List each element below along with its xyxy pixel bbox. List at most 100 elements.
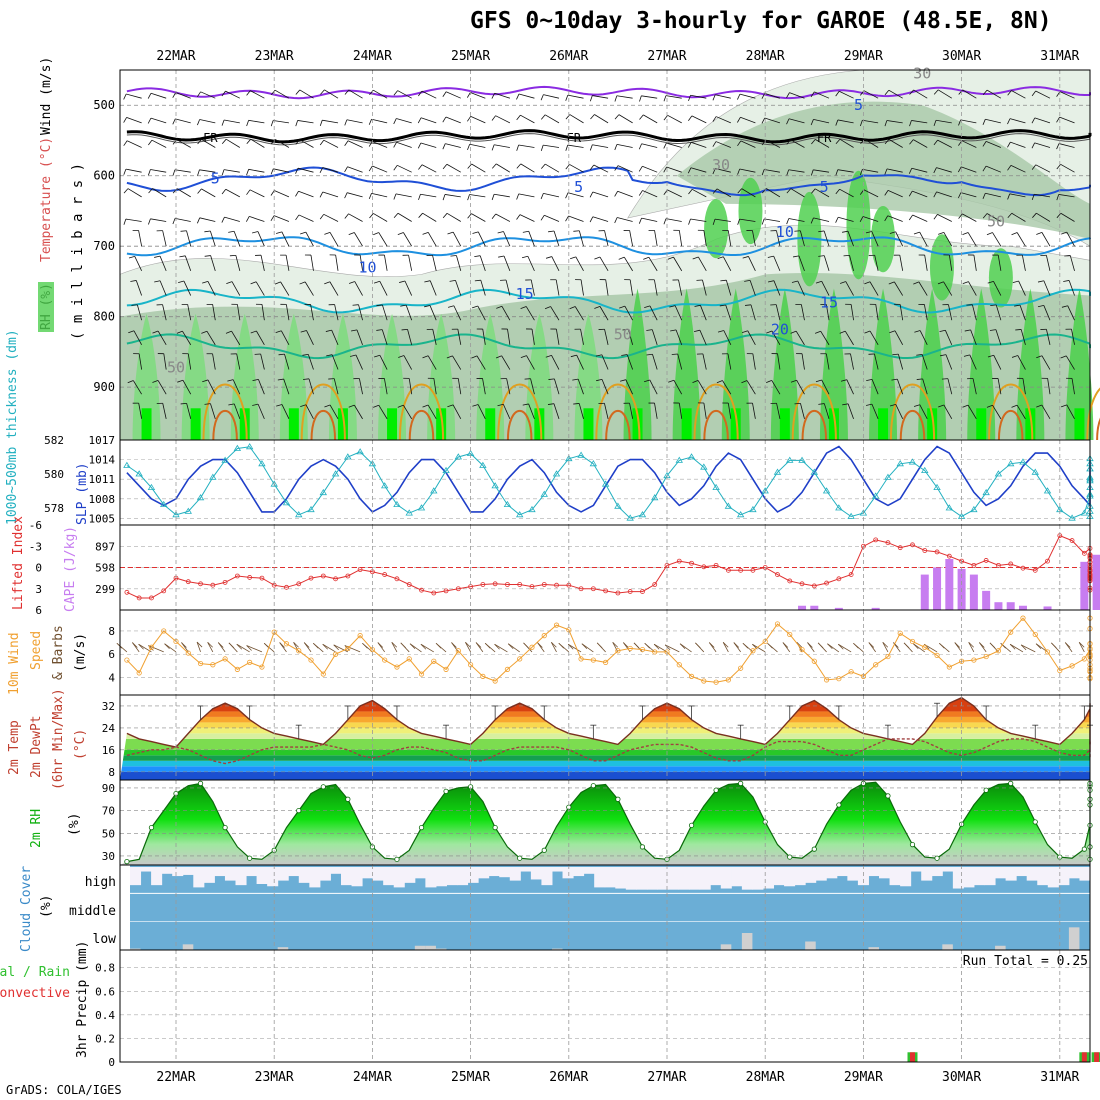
cloud-high-clear (362, 867, 374, 879)
rh-column (819, 288, 848, 440)
freezing-contour-shadow (126, 133, 1091, 146)
rh-column-core (485, 408, 496, 440)
li-point (333, 576, 338, 582)
wind-barb (383, 378, 388, 395)
wind-barb (962, 89, 977, 99)
li-point (603, 588, 609, 594)
wind-barb-flag (491, 144, 495, 151)
contour-label: 50 (614, 325, 632, 343)
wind-barb-flag (399, 280, 406, 283)
wind-barb (922, 378, 928, 395)
wind-barb-flag (744, 304, 752, 306)
wind-barb (749, 280, 756, 296)
cloud-high-clear (636, 867, 648, 890)
li-tick-label: -6 (29, 519, 42, 532)
wind-barb-flag (939, 642, 945, 649)
wind-barb (691, 188, 707, 198)
cloud-high-clear (594, 867, 606, 888)
wind-barb-flag (393, 165, 398, 171)
wind-barb-flag (639, 95, 642, 102)
wind-barb (501, 355, 511, 370)
contour-label: 15 (516, 285, 534, 303)
wind-barb (299, 89, 314, 99)
wind-barb (593, 164, 609, 173)
wind-barb-flag (643, 256, 649, 260)
wind-barb-flag (835, 188, 840, 195)
wind-barb (970, 329, 977, 345)
wind-barb (798, 255, 805, 271)
wind-barb-flag (1031, 90, 1036, 97)
wind-speed-point (823, 677, 830, 683)
wind-barb (1034, 142, 1051, 148)
wind-barb (550, 306, 560, 321)
wind-barb-flag (295, 120, 299, 127)
wind-barb-flag (123, 117, 127, 123)
wind-barb (494, 144, 510, 148)
thickness-point (884, 473, 892, 480)
wind-speed-point (480, 673, 486, 679)
wind-barb (887, 215, 903, 222)
wind-barb-flag (590, 114, 595, 120)
wind-barb (359, 254, 363, 271)
wind-barb-flag (491, 163, 497, 169)
rh-tick-label: 30 (102, 850, 115, 863)
wind-barb (850, 304, 854, 321)
cloud-high-clear (298, 867, 310, 883)
wind-speed-point (799, 646, 805, 653)
cape-bar (1092, 554, 1100, 610)
wind-barb (677, 353, 683, 370)
rh-tick-label: 50 (102, 827, 115, 840)
wind-barb (322, 119, 339, 124)
wind-barb-flag (565, 144, 569, 151)
wind-barb (814, 91, 830, 99)
wind-barb-flag (882, 641, 889, 648)
wind-barb (378, 404, 388, 420)
thickness-point (1031, 468, 1039, 475)
wind-barb (771, 330, 781, 346)
wind-barb (995, 329, 1002, 345)
wind-barb-flag (663, 95, 667, 102)
rh-column (721, 288, 750, 440)
temp-contour-25 (595, 383, 641, 441)
wind-barb (455, 280, 462, 296)
wind-barb-flag (742, 256, 749, 259)
wind-barb (333, 644, 349, 653)
date-label-top: 31MAR (1040, 49, 1079, 64)
wind-barb (407, 329, 413, 345)
wind-barb (503, 231, 511, 247)
wind-barb-flag (123, 188, 129, 194)
wind-barb (505, 279, 511, 296)
wind-barb-flag (1064, 642, 1071, 648)
cape-bar (1043, 606, 1052, 610)
wind-barb (986, 213, 1002, 222)
wind-barb-flag (391, 641, 398, 648)
wind-barb-flag (1012, 280, 1019, 284)
li-point (296, 581, 302, 587)
li-point (885, 540, 891, 546)
rh-point (713, 787, 719, 793)
li-point (615, 590, 621, 596)
wind-barb-flag (127, 380, 134, 384)
wind-barb (654, 279, 658, 296)
wind-speed-point (161, 628, 167, 634)
wind-barb-flag (344, 119, 348, 126)
wind-barb-flag (540, 215, 545, 221)
wind-barb-flag (516, 163, 522, 169)
wind-barb (567, 94, 584, 99)
wind-barb-flag (422, 355, 429, 359)
wind-barb-flag (521, 255, 528, 259)
thickness-axis-label: 1000~500mb thickness (dm) (5, 329, 20, 525)
wind-barb (642, 190, 658, 198)
wind-barb-flag (417, 142, 422, 149)
wind-barb (358, 304, 363, 321)
wind-barb-flag (116, 642, 123, 649)
wind-barb (427, 404, 437, 420)
date-label-bottom: 23MAR (255, 1070, 294, 1085)
thickness-point (896, 460, 904, 467)
wind-barb-flag (181, 642, 187, 648)
wind-barb-flag (589, 144, 593, 151)
wind-barb (125, 168, 142, 173)
rh-point (345, 796, 351, 802)
cloud-high-clear (710, 867, 722, 886)
wind-barb (403, 355, 413, 370)
